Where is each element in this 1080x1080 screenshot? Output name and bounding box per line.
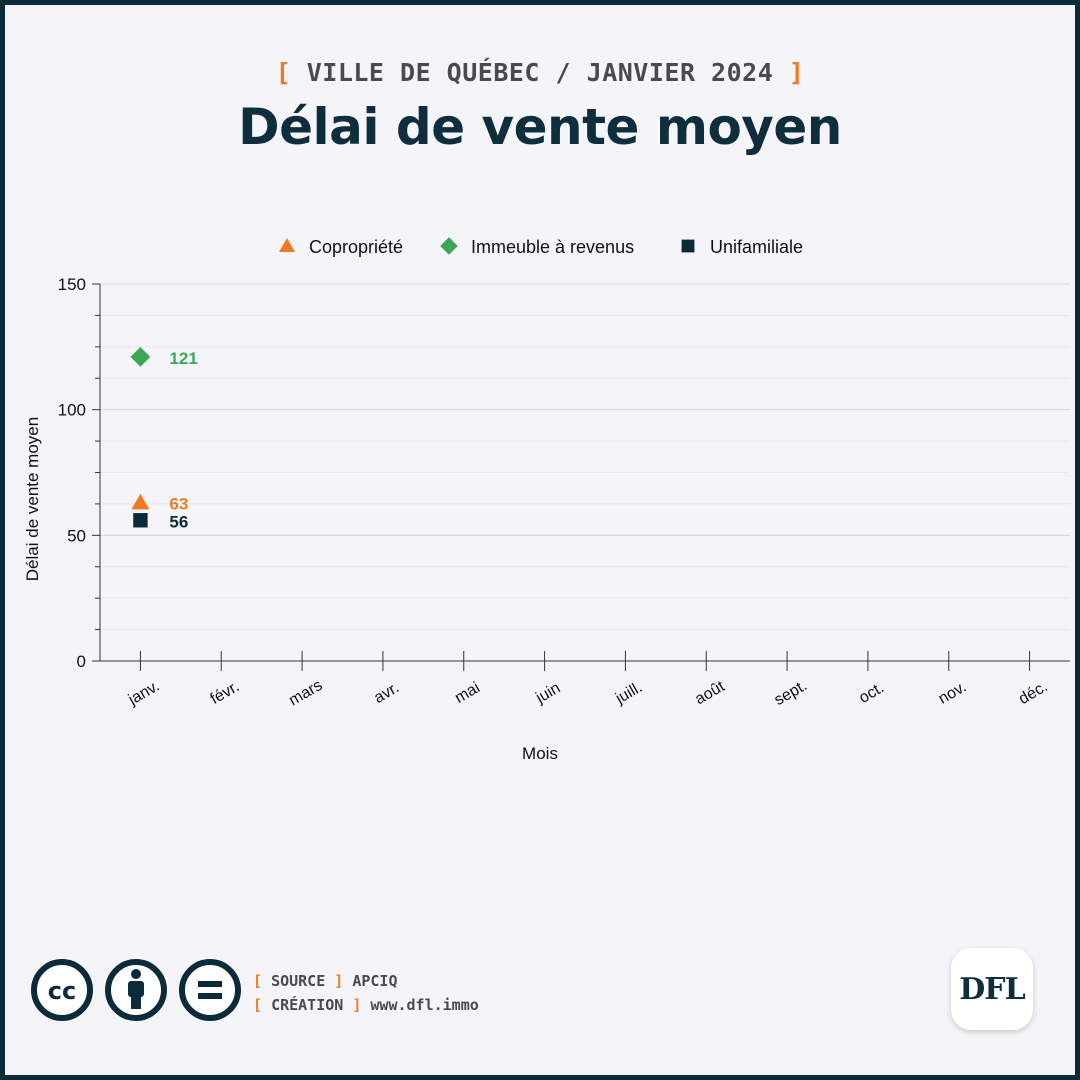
source-line: [ SOURCE ] APCIQ bbox=[253, 972, 398, 990]
x-tick-label: nov. bbox=[936, 678, 970, 707]
y-tick-label: 100 bbox=[58, 401, 86, 420]
y-tick-label: 50 bbox=[67, 526, 86, 545]
by-person-icon bbox=[105, 959, 167, 1021]
legend-label: Copropriété bbox=[309, 237, 403, 257]
kicker-heading: [ VILLE DE QUÉBEC / JANVIER 2024 ] bbox=[5, 58, 1075, 87]
chart-axes: 0 50 100 150 janv. févr. mars avr. mai juin juill.… bbox=[58, 275, 1070, 709]
data-label: 56 bbox=[169, 512, 188, 531]
chart-legend: Copropriété Immeuble à revenus Unifamilial… bbox=[279, 237, 803, 257]
y-axis-title: Délai de vente moyen bbox=[23, 417, 42, 581]
creation-line: [ CRÉATION ] www.dfl.immo bbox=[253, 996, 479, 1014]
legend-marker-diamond bbox=[440, 237, 458, 255]
data-point-triangle bbox=[131, 493, 150, 510]
x-tick-label: févr. bbox=[208, 678, 243, 708]
x-tick-label: juill. bbox=[612, 679, 645, 708]
x-tick-label: août bbox=[692, 678, 728, 709]
creation-link[interactable]: www.dfl.immo bbox=[370, 996, 479, 1014]
source-label: SOURCE bbox=[271, 972, 326, 990]
y-tick-label: 0 bbox=[77, 652, 86, 671]
chart-grid bbox=[100, 283, 1070, 631]
kicker-bracket-open: [ bbox=[275, 58, 292, 87]
infographic-frame: [ VILLE DE QUÉBEC / JANVIER 2024 ] Délai… bbox=[5, 5, 1075, 1075]
legend-marker-triangle bbox=[279, 238, 295, 252]
data-point-diamond bbox=[130, 346, 151, 367]
scatter-chart: Copropriété Immeuble à revenus Unifamilial… bbox=[23, 237, 1070, 763]
x-tick-label: sept. bbox=[772, 677, 811, 709]
footer-credits: [ SOURCE ] APCIQ [ CRÉATION ] www.dfl.im… bbox=[253, 969, 479, 1017]
x-tick-label: mai bbox=[452, 679, 483, 707]
data-label: 121 bbox=[169, 349, 197, 368]
kicker-text: VILLE DE QUÉBEC / JANVIER 2024 bbox=[306, 58, 774, 87]
x-tick-label: avr. bbox=[371, 679, 402, 707]
x-axis-title: Mois bbox=[522, 744, 558, 763]
page-title: Délai de vente moyen bbox=[238, 98, 842, 156]
kicker-bracket-close: ] bbox=[788, 58, 805, 87]
dfl-logo: DFL bbox=[951, 948, 1033, 1030]
x-tick-label: juin bbox=[532, 680, 563, 708]
nd-equals-icon bbox=[179, 959, 241, 1021]
creation-label: CRÉATION bbox=[271, 996, 344, 1014]
legend-label: Immeuble à revenus bbox=[471, 237, 634, 257]
svg-text:cc: cc bbox=[48, 977, 76, 1005]
x-tick-label: mars bbox=[286, 677, 325, 710]
legend-marker-square bbox=[681, 239, 695, 253]
chart-points: 63 121 56 bbox=[130, 346, 198, 531]
x-tick-label: oct. bbox=[856, 679, 887, 707]
cc-icon: cc bbox=[31, 959, 93, 1021]
x-tick-label: déc. bbox=[1016, 678, 1051, 708]
x-tick-label: janv. bbox=[125, 678, 163, 710]
source-value: APCIQ bbox=[352, 972, 398, 990]
legend-label: Unifamiliale bbox=[710, 237, 803, 257]
y-tick-label: 150 bbox=[58, 275, 86, 294]
data-label: 63 bbox=[169, 495, 188, 514]
data-point-square bbox=[133, 513, 148, 528]
